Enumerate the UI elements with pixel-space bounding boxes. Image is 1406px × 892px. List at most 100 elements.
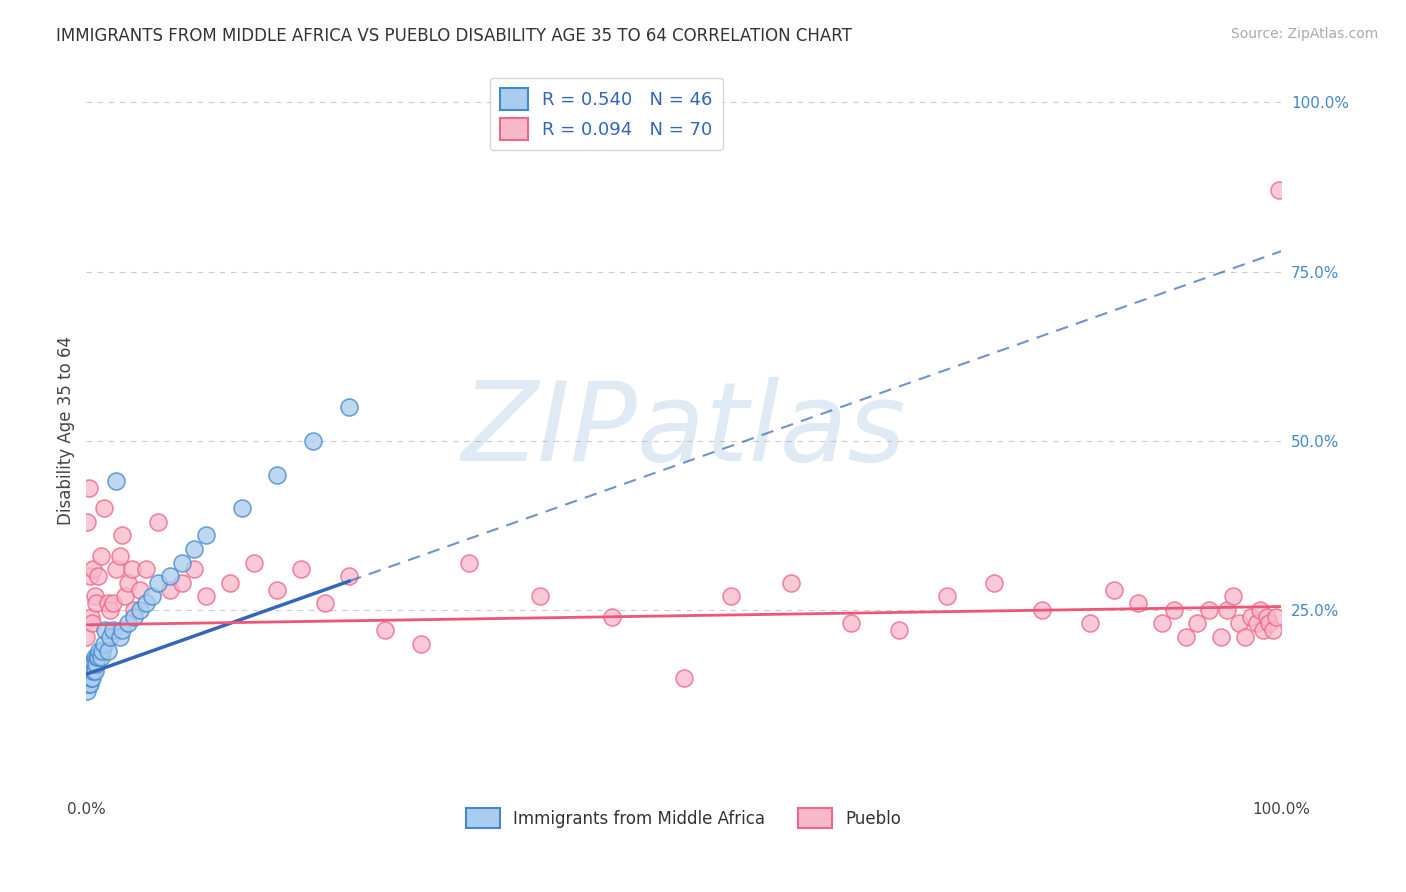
- Point: [135, 596, 157, 610]
- Point: [218, 575, 240, 590]
- Point: [83, 590, 105, 604]
- Point: [79, 677, 101, 691]
- Point: [79, 664, 101, 678]
- Point: [82, 562, 104, 576]
- Point: [82, 671, 104, 685]
- Point: [90, 643, 112, 657]
- Point: [290, 562, 312, 576]
- Point: [84, 596, 107, 610]
- Point: [1078, 616, 1101, 631]
- Point: [86, 650, 108, 665]
- Point: [183, 562, 205, 576]
- Point: [1126, 596, 1149, 610]
- Point: [314, 596, 336, 610]
- Point: [935, 590, 957, 604]
- Point: [529, 590, 551, 604]
- Point: [170, 575, 193, 590]
- Point: [194, 590, 217, 604]
- Point: [135, 562, 157, 576]
- Point: [108, 549, 131, 563]
- Point: [117, 616, 139, 631]
- Point: [111, 528, 134, 542]
- Point: [93, 501, 115, 516]
- Point: [1216, 603, 1239, 617]
- Point: [83, 664, 105, 678]
- Point: [76, 515, 98, 529]
- Point: [302, 434, 325, 448]
- Point: [266, 582, 288, 597]
- Point: [77, 481, 100, 495]
- Point: [108, 630, 131, 644]
- Point: [80, 664, 103, 678]
- Point: [98, 603, 121, 617]
- Point: [1187, 616, 1209, 631]
- Text: Source: ZipAtlas.com: Source: ZipAtlas.com: [1230, 27, 1378, 41]
- Point: [1150, 616, 1173, 631]
- Point: [1222, 590, 1244, 604]
- Point: [87, 650, 110, 665]
- Point: [89, 643, 111, 657]
- Point: [1258, 616, 1281, 631]
- Point: [780, 575, 803, 590]
- Point: [194, 528, 217, 542]
- Point: [1261, 624, 1284, 638]
- Point: [80, 657, 103, 671]
- Point: [146, 575, 169, 590]
- Point: [1174, 630, 1197, 644]
- Point: [76, 671, 98, 685]
- Point: [1265, 609, 1288, 624]
- Point: [1163, 603, 1185, 617]
- Point: [983, 575, 1005, 590]
- Point: [457, 556, 479, 570]
- Point: [1249, 603, 1271, 617]
- Point: [1227, 616, 1250, 631]
- Point: [77, 677, 100, 691]
- Point: [1240, 609, 1263, 624]
- Point: [1031, 603, 1053, 617]
- Point: [75, 630, 97, 644]
- Point: [159, 569, 181, 583]
- Point: [117, 575, 139, 590]
- Point: [170, 556, 193, 570]
- Point: [114, 590, 136, 604]
- Point: [720, 590, 742, 604]
- Point: [90, 549, 112, 563]
- Point: [337, 400, 360, 414]
- Point: [97, 643, 120, 657]
- Point: [77, 657, 100, 671]
- Point: [1256, 609, 1278, 624]
- Point: [97, 596, 120, 610]
- Point: [839, 616, 862, 631]
- Point: [101, 624, 124, 638]
- Point: [121, 562, 143, 576]
- Point: [129, 603, 152, 617]
- Point: [231, 501, 253, 516]
- Point: [266, 467, 288, 482]
- Point: [1246, 616, 1268, 631]
- Point: [1267, 183, 1289, 197]
- Point: [122, 609, 145, 624]
- Point: [82, 664, 104, 678]
- Point: [183, 541, 205, 556]
- Point: [887, 624, 910, 638]
- Point: [80, 671, 103, 685]
- Point: [111, 624, 134, 638]
- Point: [84, 657, 107, 671]
- Point: [146, 515, 169, 529]
- Point: [83, 650, 105, 665]
- Point: [75, 677, 97, 691]
- Point: [122, 603, 145, 617]
- Point: [82, 664, 104, 678]
- Point: [80, 609, 103, 624]
- Point: [94, 624, 117, 638]
- Text: ZIPatlas: ZIPatlas: [461, 377, 905, 484]
- Point: [1102, 582, 1125, 597]
- Point: [374, 624, 396, 638]
- Y-axis label: Disability Age 35 to 64: Disability Age 35 to 64: [58, 336, 75, 525]
- Point: [242, 556, 264, 570]
- Point: [600, 609, 623, 624]
- Point: [79, 671, 101, 685]
- Point: [90, 650, 112, 665]
- Point: [159, 582, 181, 597]
- Point: [82, 616, 104, 631]
